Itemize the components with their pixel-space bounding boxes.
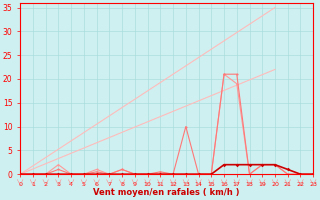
X-axis label: Vent moyen/en rafales ( km/h ): Vent moyen/en rafales ( km/h ) — [93, 188, 240, 197]
